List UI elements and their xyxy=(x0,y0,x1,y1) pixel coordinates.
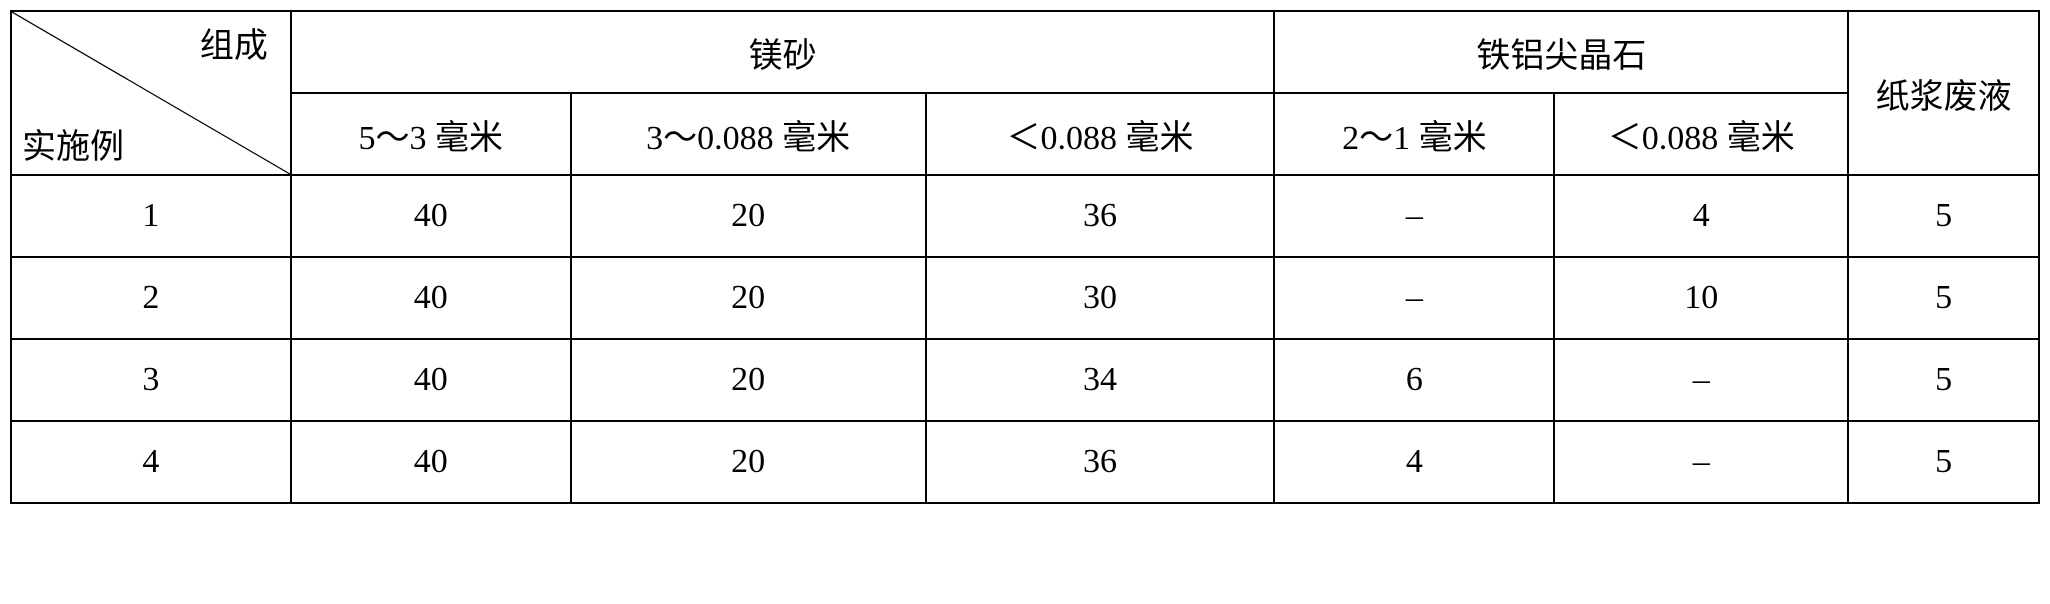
cell: – xyxy=(1274,175,1554,257)
table-row: 3 40 20 34 6 – 5 xyxy=(11,339,2039,421)
row-id: 2 xyxy=(11,257,291,339)
composition-table: 组成 实施例 镁砂 铁铝尖晶石 纸浆废液 5～3 毫米 3～0.088 毫米 ＜… xyxy=(10,10,2040,504)
cell: 40 xyxy=(291,257,571,339)
diagonal-header-cell: 组成 实施例 xyxy=(11,11,291,175)
cell: 5 xyxy=(1848,339,2039,421)
row-id: 4 xyxy=(11,421,291,503)
row-id: 1 xyxy=(11,175,291,257)
diagonal-bottom-label: 实施例 xyxy=(22,119,124,168)
row-id: 3 xyxy=(11,339,291,421)
cell: 30 xyxy=(926,257,1275,339)
cell: 5 xyxy=(1848,257,2039,339)
cell: 34 xyxy=(926,339,1275,421)
diagonal-top-label: 组成 xyxy=(200,18,268,67)
group3-header: 纸浆废液 xyxy=(1848,11,2039,175)
cell: – xyxy=(1554,421,1848,503)
table-row: 2 40 20 30 – 10 5 xyxy=(11,257,2039,339)
cell: 6 xyxy=(1274,339,1554,421)
cell: 36 xyxy=(926,421,1275,503)
header-row-1: 组成 实施例 镁砂 铁铝尖晶石 纸浆废液 xyxy=(11,11,2039,93)
table-row: 1 40 20 36 – 4 5 xyxy=(11,175,2039,257)
cell: 4 xyxy=(1554,175,1848,257)
header-row-2: 5～3 毫米 3～0.088 毫米 ＜0.088 毫米 2～1 毫米 ＜0.08… xyxy=(11,93,2039,175)
cell: 36 xyxy=(926,175,1275,257)
cell: 5 xyxy=(1848,421,2039,503)
cell: 4 xyxy=(1274,421,1554,503)
subheader-g1-2: 3～0.088 毫米 xyxy=(571,93,926,175)
subheader-g2-1: 2～1 毫米 xyxy=(1274,93,1554,175)
cell: 20 xyxy=(571,339,926,421)
table-body: 1 40 20 36 – 4 5 2 40 20 30 – 10 5 3 40 … xyxy=(11,175,2039,503)
table-header: 组成 实施例 镁砂 铁铝尖晶石 纸浆废液 5～3 毫米 3～0.088 毫米 ＜… xyxy=(11,11,2039,175)
group2-header: 铁铝尖晶石 xyxy=(1274,11,1848,93)
subheader-g2-2: ＜0.088 毫米 xyxy=(1554,93,1848,175)
cell: 40 xyxy=(291,339,571,421)
cell: 20 xyxy=(571,421,926,503)
table-row: 4 40 20 36 4 – 5 xyxy=(11,421,2039,503)
cell: – xyxy=(1554,339,1848,421)
cell: 10 xyxy=(1554,257,1848,339)
cell: – xyxy=(1274,257,1554,339)
subheader-g1-3: ＜0.088 毫米 xyxy=(926,93,1275,175)
cell: 5 xyxy=(1848,175,2039,257)
cell: 40 xyxy=(291,421,571,503)
subheader-g1-1: 5～3 毫米 xyxy=(291,93,571,175)
cell: 20 xyxy=(571,257,926,339)
group1-header: 镁砂 xyxy=(291,11,1275,93)
cell: 40 xyxy=(291,175,571,257)
cell: 20 xyxy=(571,175,926,257)
